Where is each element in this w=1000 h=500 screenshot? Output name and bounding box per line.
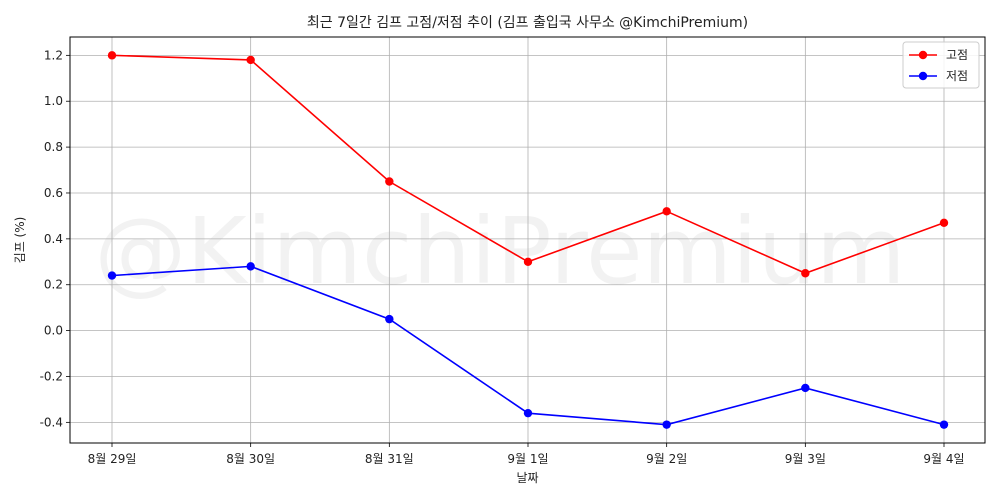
y-tick-label: 0.0 (44, 324, 63, 338)
y-axis-label: 김프 (%) (13, 217, 27, 264)
series-lines (107, 51, 949, 429)
x-tick-label: 9월 2일 (646, 452, 687, 466)
axis-ticks: -0.4 -0.2 0.0 0.2 0.4 0.6 0.8 1.0 1.2 8월 29일 8월 30… (40, 48, 965, 466)
watermark: @KimchiPremium (94, 198, 905, 305)
data-point (939, 218, 949, 227)
x-axis-label: 날짜 (516, 471, 538, 485)
y-tick-label: 1.2 (44, 48, 63, 62)
y-tick-label: 0.4 (44, 232, 63, 246)
data-point (385, 314, 394, 324)
x-tick-label: 8월 30일 (226, 452, 275, 466)
x-tick-label: 8월 31일 (365, 452, 414, 466)
legend-marker (918, 71, 928, 81)
data-point (523, 408, 533, 418)
data-point (107, 51, 117, 60)
x-tick-label: 9월 1일 (507, 452, 548, 466)
legend-marker (918, 50, 928, 60)
y-tick-label: -0.4 (40, 415, 63, 429)
x-tick-label: 9월 3일 (785, 452, 826, 466)
legend-label: 고점 (946, 48, 968, 62)
x-tick-label: 9월 4일 (923, 452, 964, 466)
y-tick-label: 0.2 (44, 278, 63, 292)
legend-label: 저점 (946, 69, 968, 83)
y-tick-label: 0.8 (44, 140, 63, 154)
y-tick-label: 0.6 (44, 186, 63, 200)
data-point (385, 177, 394, 186)
data-point (939, 420, 949, 429)
x-tick-label: 8월 29일 (88, 452, 137, 466)
y-tick-label: 1.0 (44, 94, 63, 108)
data-point (246, 55, 255, 65)
data-point (523, 257, 533, 266)
plot-frame (69, 36, 986, 444)
data-point (246, 262, 255, 271)
y-tick-label: -0.2 (40, 369, 63, 383)
data-point (662, 420, 671, 429)
data-point (801, 383, 810, 393)
data-point (662, 207, 671, 216)
grid-lines (70, 37, 985, 443)
chart-title: 최근 7일간 김프 고점/저점 추이 (김프 출입국 사무소 @KimchiPr… (307, 15, 748, 31)
data-point (107, 271, 117, 280)
data-point (801, 269, 810, 278)
